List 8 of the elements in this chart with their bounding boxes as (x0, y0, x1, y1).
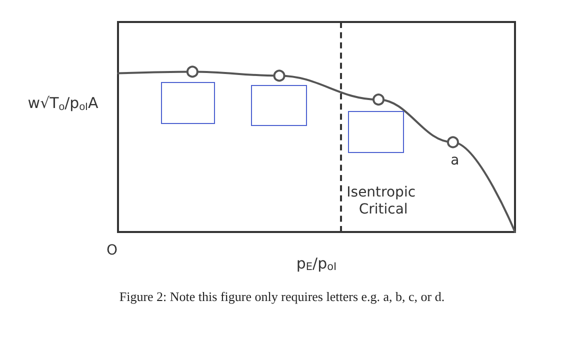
annotation: Isentropic Critical (346, 184, 420, 218)
annotation: a (450, 152, 460, 169)
point (446, 136, 459, 148)
text: O (106, 242, 118, 258)
point (186, 66, 198, 78)
point (273, 70, 286, 82)
caption: Figure 2: Note this figure only requires letters e.g. a, b, c, or d. (119, 289, 445, 304)
point (372, 94, 385, 106)
